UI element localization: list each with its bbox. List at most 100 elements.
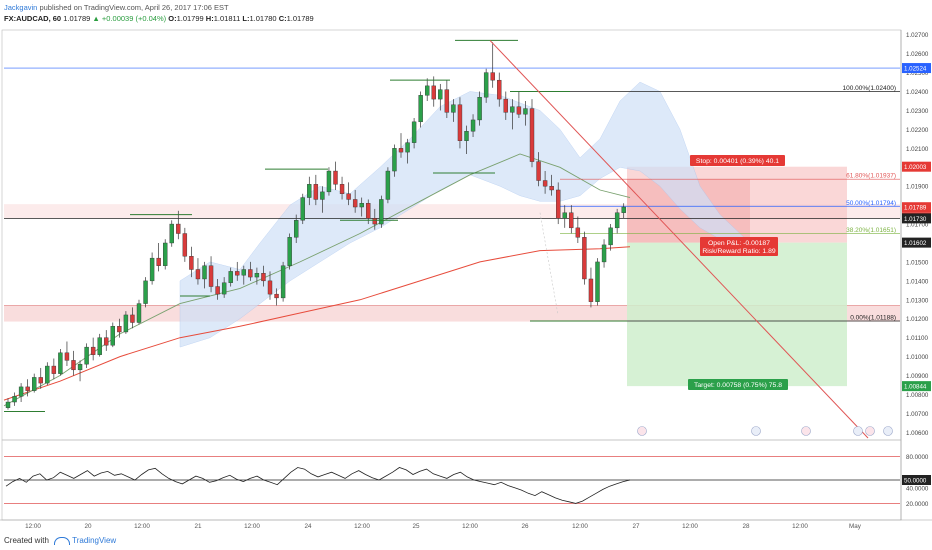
- candle-body: [451, 104, 456, 113]
- price-tick-label: 1.02200: [906, 127, 929, 134]
- candle-body: [516, 106, 522, 115]
- price-badge-label: 1.01730: [904, 216, 927, 223]
- tradingview-brand[interactable]: TradingView: [72, 536, 117, 545]
- ema-slow-line: [3, 246, 631, 401]
- price-tick-label: 1.02600: [906, 51, 929, 58]
- candle-body: [235, 271, 240, 276]
- high-value: 1.01811: [213, 14, 241, 23]
- time-tick-label: May: [849, 523, 862, 530]
- candle-body: [64, 352, 70, 361]
- candle-body: [189, 256, 194, 270]
- candle-body: [176, 223, 181, 234]
- candle-body: [300, 197, 305, 221]
- candle-body: [483, 72, 489, 98]
- candle-body: [313, 184, 319, 200]
- candle-body: [523, 108, 528, 115]
- stop-label-bg: [690, 155, 785, 166]
- time-tick-label: 20: [84, 523, 92, 530]
- candle-body: [208, 265, 214, 287]
- price-tick-label: 1.01900: [906, 184, 929, 191]
- price-tick-label: 1.01100: [906, 335, 928, 342]
- candle-body: [90, 346, 96, 355]
- candle-body: [392, 148, 397, 172]
- candle-body: [228, 271, 233, 283]
- candle-body: [143, 280, 148, 304]
- price-tick-label: 1.02700: [906, 32, 929, 39]
- time-tick-label: 24: [304, 523, 312, 530]
- candle-body: [169, 223, 174, 244]
- price-tick-label: 1.02500: [906, 70, 929, 77]
- candle-body: [320, 191, 325, 200]
- candle-body: [117, 326, 122, 333]
- candle-body: [58, 352, 63, 374]
- price-tick-label: 1.01000: [906, 354, 929, 361]
- candle-body: [248, 269, 253, 278]
- price-tick-label: 1.00800: [906, 392, 929, 399]
- fib-level-label: 38.20%(1.01651): [846, 227, 896, 234]
- author-link[interactable]: Jackgavin: [4, 3, 38, 12]
- candle-body: [12, 396, 17, 403]
- candle-body: [149, 257, 155, 282]
- time-tick-label: 12:00: [134, 523, 150, 530]
- projection-line: [539, 212, 559, 315]
- price-tick-label: 1.00900: [906, 373, 929, 380]
- pnl-label: Open P&L: -0.00187: [708, 240, 770, 247]
- candle-body: [346, 193, 351, 200]
- event-icon: [865, 426, 875, 436]
- price-tick-label: 1.02300: [906, 108, 929, 115]
- candle-body: [542, 180, 548, 187]
- published-text: published on TradingView.com, April 26, …: [39, 3, 229, 12]
- target-label-bg: [688, 379, 788, 390]
- candle-body: [497, 79, 502, 100]
- price-tick-label: 1.00600: [906, 430, 929, 437]
- candle-body: [431, 85, 436, 100]
- candle-body: [202, 265, 207, 280]
- candle-body: [359, 203, 364, 208]
- price-badge-label: 1.00844: [904, 384, 927, 391]
- candle-body: [274, 293, 279, 299]
- price-badge: [902, 63, 931, 74]
- tradingview-logo-icon: [54, 536, 71, 545]
- price-badge: [902, 161, 931, 172]
- ohlc-legend: FX:AUDCAD, 60 1.01789 ▲ +0.00039 (+0.04%…: [4, 14, 314, 23]
- event-icon: [801, 426, 811, 436]
- candle-body: [425, 85, 430, 96]
- candle-body: [123, 314, 129, 333]
- price-tick-label: 1.02400: [906, 89, 929, 96]
- candle-body: [556, 189, 561, 219]
- candle-body: [333, 170, 338, 185]
- candle-body: [379, 199, 384, 225]
- candle-body: [470, 119, 476, 132]
- rsi-tick-label: 80.0000: [906, 454, 929, 461]
- rsi-tick-label: 20.0000: [906, 501, 929, 508]
- candle-body: [71, 360, 76, 371]
- candle-body: [366, 203, 371, 219]
- candle-body: [608, 227, 613, 246]
- candle-body: [588, 278, 594, 302]
- candle-body: [405, 142, 410, 153]
- candle-body: [25, 386, 30, 391]
- time-tick-label: 12:00: [462, 523, 478, 530]
- time-tick-label: 27: [632, 523, 640, 530]
- price-badge-label: 1.02524: [904, 66, 927, 73]
- candle-body: [5, 401, 11, 408]
- open-label: O:: [168, 14, 177, 23]
- candle-body: [595, 261, 600, 302]
- candle-body: [339, 184, 345, 194]
- candle-body: [385, 170, 391, 200]
- candle-body: [287, 237, 292, 266]
- candle-body: [136, 303, 142, 323]
- event-icon: [637, 426, 647, 436]
- price-badge-label: 1.01789: [904, 205, 927, 212]
- candle-body: [582, 237, 587, 280]
- fib-level-label: 50.00%(1.01794): [846, 200, 896, 207]
- candle-body: [182, 233, 188, 257]
- event-icon: [853, 426, 863, 436]
- candle-body: [569, 212, 574, 229]
- candle-body: [549, 185, 554, 191]
- fib-level-label: 0.00%(1.01188): [850, 314, 896, 321]
- candle-body: [215, 286, 220, 295]
- time-tick-label: 12:00: [682, 523, 698, 530]
